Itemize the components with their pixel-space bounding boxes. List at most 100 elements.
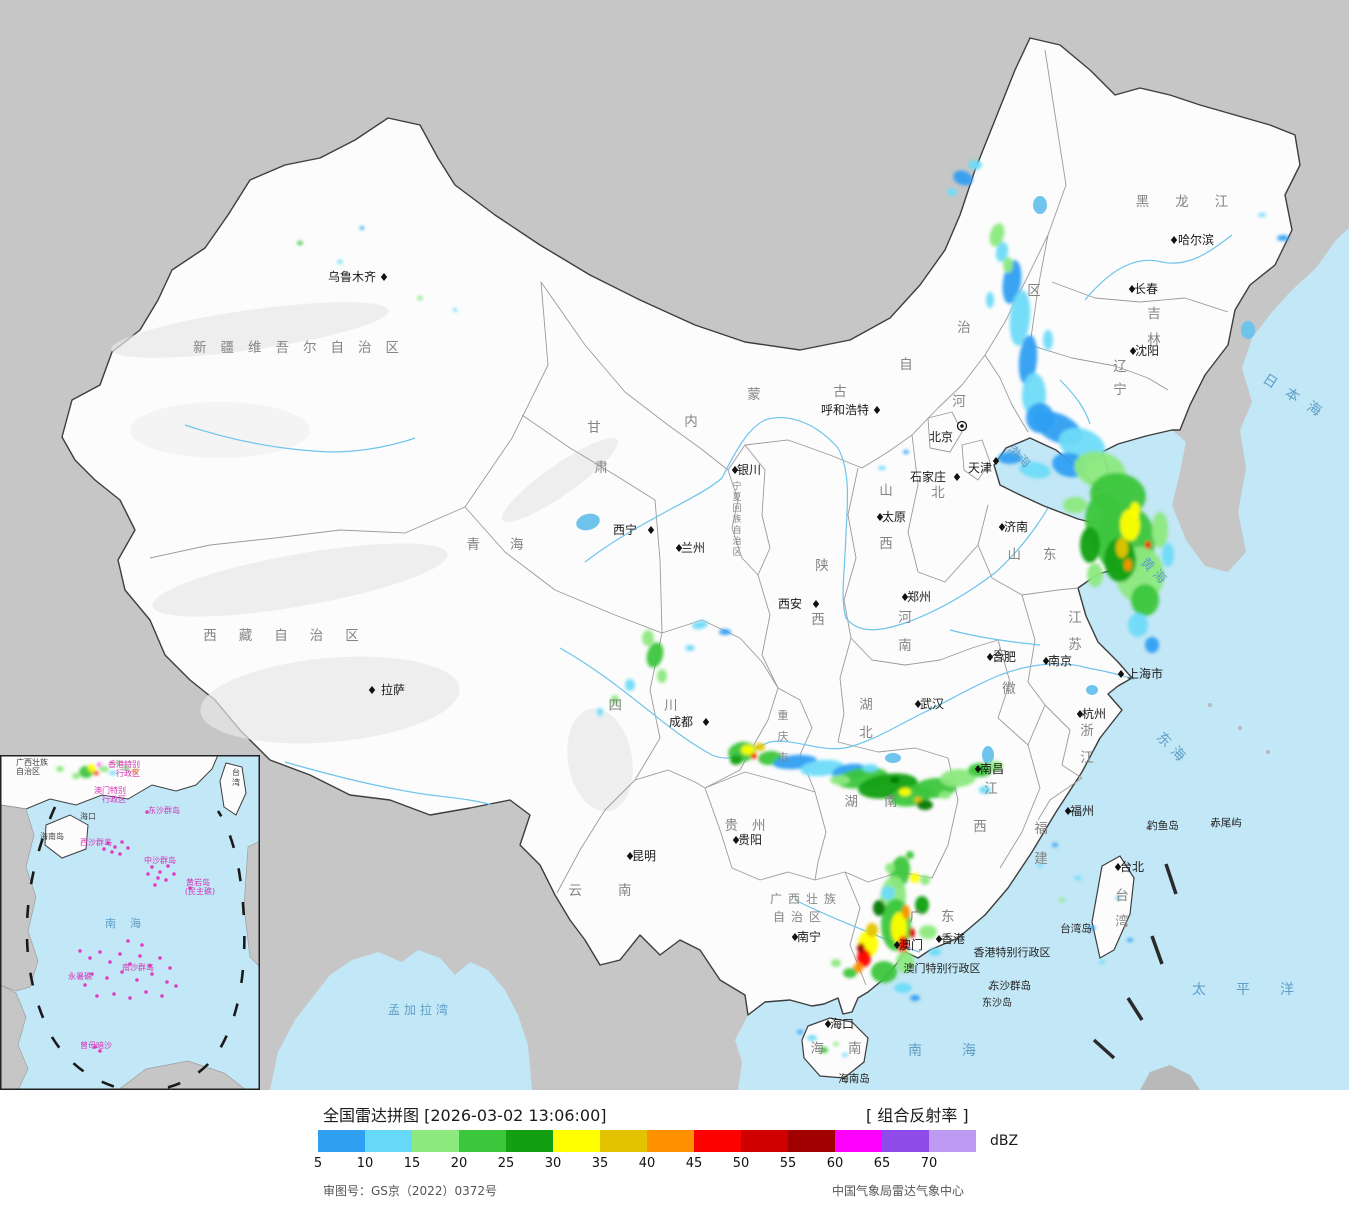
radar-echo xyxy=(857,949,871,967)
city-marker-icon xyxy=(901,593,909,601)
radar-echo xyxy=(987,761,1003,771)
city-label: 长春 xyxy=(1134,282,1158,296)
radar-echo xyxy=(97,763,101,767)
island-dot xyxy=(164,878,168,882)
city-marker-icon xyxy=(812,600,820,608)
radar-echo xyxy=(646,642,664,668)
province-label: 重庆市 xyxy=(778,708,789,764)
radar-echo xyxy=(115,761,121,765)
city-marker-icon xyxy=(873,406,881,414)
island-dot xyxy=(102,847,106,851)
radar-echo xyxy=(910,995,920,1001)
radar-echo xyxy=(1130,502,1140,518)
scale-tick-label: 15 xyxy=(403,1156,421,1171)
inset-label: 永暑礁 xyxy=(68,971,92,981)
city-label: 南宁 xyxy=(797,929,821,944)
island-dot xyxy=(172,872,176,876)
scale-segment xyxy=(788,1130,835,1152)
province-label: 新疆维吾尔自治区 xyxy=(193,340,413,356)
scale-tick-label: 50 xyxy=(732,1156,750,1171)
radar-echo xyxy=(56,766,64,772)
island-dot xyxy=(83,983,87,987)
radar-echo xyxy=(123,766,129,770)
city-marker-icon xyxy=(1128,285,1136,293)
province-label: 湖北 xyxy=(859,697,873,741)
radar-echo xyxy=(1131,584,1159,616)
place-label: 赤尾屿 xyxy=(1210,817,1242,829)
radar-echo xyxy=(843,968,857,978)
small-islands xyxy=(988,822,1215,990)
island-dot xyxy=(135,978,139,982)
island-dot xyxy=(128,962,132,966)
radar-echo xyxy=(1115,896,1121,900)
city-marker-icon xyxy=(1117,670,1125,678)
province-label: 自治区 xyxy=(773,910,827,924)
radar-echo xyxy=(1145,541,1151,549)
inset-map: 广西壮族自治区香港特别行政区澳门特别行政区台湾东沙群岛海口海南岛西沙群岛中沙群岛… xyxy=(0,755,260,1090)
radar-echo xyxy=(940,768,976,788)
radar-echo xyxy=(1052,843,1058,847)
island-dot xyxy=(150,865,154,869)
province-label: 肃 xyxy=(594,460,608,476)
province-label: 黑龙江 xyxy=(1136,194,1255,210)
island-dot xyxy=(144,990,148,994)
city-label: 天津 xyxy=(968,461,992,475)
city-marker-icon xyxy=(626,852,634,860)
province-label: 河南 xyxy=(898,610,912,654)
city-label: 杭州 xyxy=(1082,706,1106,721)
radar-echo xyxy=(1087,563,1103,587)
inset-label: 香港特别 xyxy=(108,759,140,769)
scale-tick-label: 45 xyxy=(685,1156,703,1171)
city-marker-icon xyxy=(732,836,740,844)
radar-echo xyxy=(417,296,423,300)
inset-label: 中沙群岛 xyxy=(144,855,176,865)
province-label: 自 xyxy=(899,357,913,373)
island-dot xyxy=(95,994,99,998)
scale-segment xyxy=(412,1130,459,1152)
radar-echo xyxy=(920,875,930,885)
radar-echo xyxy=(1145,637,1159,653)
island-dot xyxy=(156,876,160,880)
island-dot xyxy=(78,949,82,953)
city-label: 石家庄 xyxy=(910,469,946,484)
island-dot xyxy=(126,846,130,850)
radar-echo xyxy=(797,1030,803,1034)
radar-echo xyxy=(830,775,850,785)
radar-echo xyxy=(1258,213,1266,217)
radar-echo xyxy=(1019,461,1051,479)
credit-label: 中国气象局雷达气象中心 xyxy=(832,1184,965,1198)
radar-echo xyxy=(1128,613,1148,637)
sea-area-east xyxy=(735,228,1349,1090)
product-label: [ 组合反射率 ] xyxy=(866,1106,969,1125)
island-dot xyxy=(166,864,170,868)
radar-echo xyxy=(1099,960,1105,964)
city-marker-icon xyxy=(1042,657,1050,665)
radar-echo xyxy=(857,943,865,953)
scale-segment xyxy=(600,1130,647,1152)
island-dot xyxy=(93,1045,97,1049)
radar-echo xyxy=(1127,938,1133,942)
radar-echo xyxy=(1116,538,1128,558)
scale-tick-label: 55 xyxy=(779,1156,797,1171)
radar-echo xyxy=(642,630,654,646)
inset-label: 南海 xyxy=(105,916,155,930)
scale-tick-label: 30 xyxy=(544,1156,562,1171)
radar-echo xyxy=(866,923,878,937)
radar-echo xyxy=(995,242,1009,262)
island-dot xyxy=(105,976,109,980)
province-label: 江苏 xyxy=(1068,610,1082,653)
province-label: 西 xyxy=(879,536,893,552)
city-marker-icon xyxy=(1076,710,1084,718)
city-marker-icon xyxy=(731,466,739,474)
radar-echo xyxy=(730,755,742,765)
scale-tick-label: 35 xyxy=(591,1156,609,1171)
capital-label: 北京 xyxy=(929,430,953,444)
approval-number: 审图号：GS京（2022）0372号 xyxy=(323,1184,497,1198)
province-label: 广西壮族 xyxy=(770,892,842,906)
radar-echo xyxy=(1063,497,1087,513)
radar-echo xyxy=(885,863,895,873)
inset-radar-echoes xyxy=(56,761,138,779)
radar-echo xyxy=(881,886,895,900)
foreign-islands xyxy=(1140,703,1270,1090)
